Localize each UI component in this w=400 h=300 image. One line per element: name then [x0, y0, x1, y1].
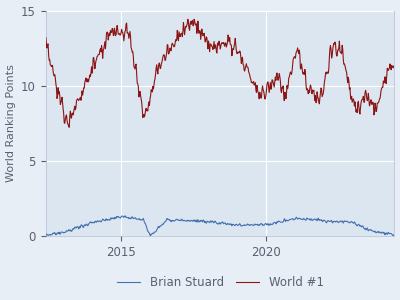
- Line: Brian Stuard: Brian Stuard: [46, 216, 394, 236]
- Y-axis label: World Ranking Points: World Ranking Points: [6, 64, 16, 182]
- Legend: Brian Stuard, World #1: Brian Stuard, World #1: [112, 271, 328, 294]
- Line: World #1: World #1: [46, 19, 394, 127]
